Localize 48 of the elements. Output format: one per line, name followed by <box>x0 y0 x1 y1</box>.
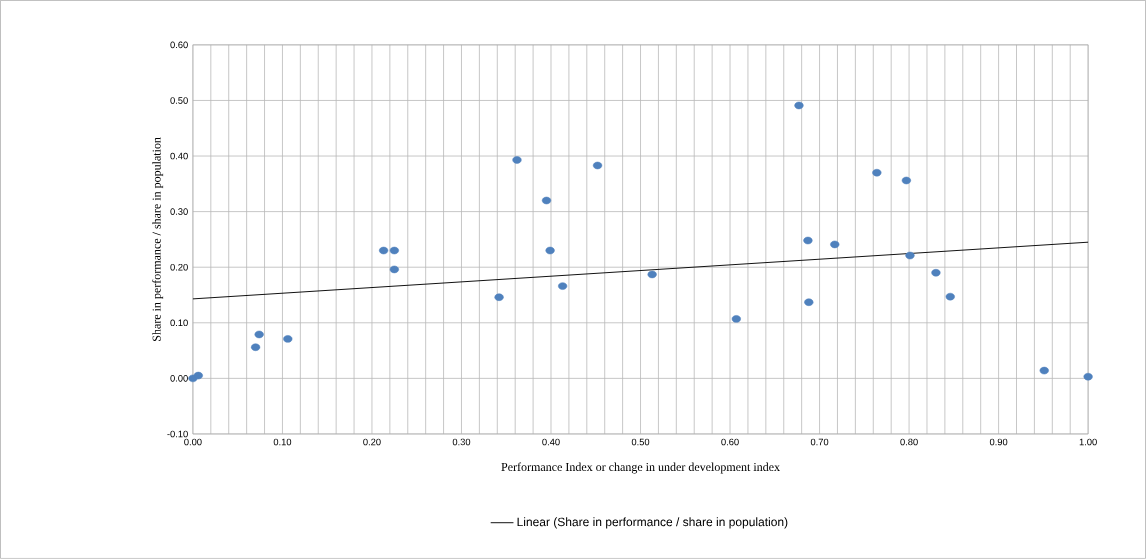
point <box>872 169 882 177</box>
y-tick-label: 0.60 <box>170 41 188 49</box>
y-tick-label: 0.30 <box>170 208 188 215</box>
x-axis-title: Performance Index or change in under development index <box>501 462 780 474</box>
point <box>389 246 399 255</box>
point <box>794 101 804 110</box>
point <box>905 251 915 260</box>
point <box>901 176 911 185</box>
legend-label: Linear (Share in performance / share in population) <box>517 517 788 529</box>
y-tick-label: 0.20 <box>170 263 188 271</box>
x-tick-label: 0.20 <box>363 438 381 446</box>
point <box>494 293 504 302</box>
x-tick-label: 0.00 <box>184 438 202 446</box>
point <box>254 330 264 339</box>
y-tick-label: 0.00 <box>170 375 188 382</box>
point <box>830 240 840 249</box>
x-tick-label: 0.70 <box>810 438 829 446</box>
x-tick-label: 0.10 <box>273 438 292 446</box>
x-tick-label: 0.80 <box>900 438 918 446</box>
point <box>592 161 603 170</box>
point <box>512 156 522 164</box>
y-tick-label: 0.40 <box>170 152 188 160</box>
point <box>193 371 203 380</box>
y-tick-label: 0.10 <box>170 319 188 327</box>
point <box>250 343 261 352</box>
point <box>389 265 399 274</box>
point <box>647 270 657 279</box>
x-tick-label: 0.30 <box>452 438 471 446</box>
point <box>1039 366 1049 375</box>
x-tick-label: 0.60 <box>721 438 739 446</box>
x-tick-label: 0.50 <box>631 438 650 446</box>
point <box>545 246 555 255</box>
x-tick-label: 0.40 <box>542 438 560 446</box>
point <box>945 293 955 301</box>
y-tick-label: 0.50 <box>170 97 188 104</box>
x-tick-label: 0.90 <box>989 438 1008 446</box>
point <box>931 269 941 277</box>
point <box>803 236 813 245</box>
x-tick-label: 1.00 <box>1079 438 1097 446</box>
y-tick-label: -0.10 <box>167 430 188 438</box>
point <box>731 315 741 323</box>
point <box>283 335 293 343</box>
point <box>378 246 389 255</box>
point <box>804 298 814 307</box>
point <box>1083 373 1093 381</box>
y-axis-title: Share in performance / share in population <box>152 137 164 342</box>
point <box>541 196 552 205</box>
point <box>558 282 568 290</box>
